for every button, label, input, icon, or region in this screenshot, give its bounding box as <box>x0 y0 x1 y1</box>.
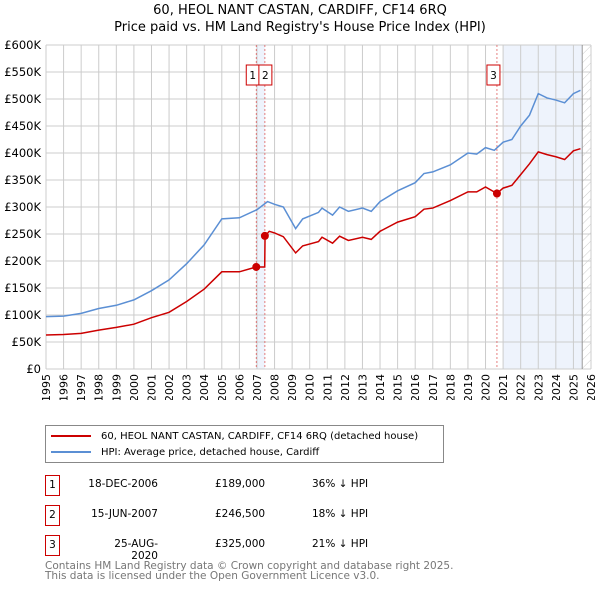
x-tick-label: 2002 <box>163 374 176 400</box>
y-tick-label: £500K <box>4 92 41 106</box>
x-tick-label: 2024 <box>550 374 563 400</box>
x-tick-label: 2001 <box>145 374 158 400</box>
y-tick-label: £600K <box>4 38 41 52</box>
y-tick-label: £250K <box>4 227 41 241</box>
chart-subtitle: Price paid vs. HM Land Registry's House … <box>114 20 486 35</box>
transaction-point <box>252 262 261 271</box>
x-tick-label: 1995 <box>40 374 53 400</box>
x-tick-label: 2014 <box>374 374 387 400</box>
transaction-date: 15-JUN-2007 <box>91 508 158 520</box>
x-tick-label: 1998 <box>93 374 106 400</box>
x-tick-label: 2017 <box>427 374 440 400</box>
transaction-label: 3 <box>490 70 497 82</box>
x-tick-label: 2018 <box>444 374 457 400</box>
x-tick-label: 2008 <box>269 374 282 400</box>
y-tick-label: £100K <box>4 308 41 322</box>
x-tick-label: 2013 <box>356 374 369 400</box>
transaction-label: 1 <box>249 70 256 82</box>
legend-label-property: 60, HEOL NANT CASTAN, CARDIFF, CF14 6RQ … <box>101 430 419 442</box>
transaction-point <box>260 231 269 240</box>
x-tick-label: 2019 <box>462 374 475 400</box>
x-tick-label: 2015 <box>392 374 405 400</box>
x-tick-label: 2003 <box>181 374 194 400</box>
transaction-date: 18-DEC-2006 <box>88 478 158 490</box>
transaction-hpi-diff: 18% ↓ HPI <box>312 508 369 520</box>
y-tick-label: £150K <box>4 281 41 295</box>
y-tick-label: £0 <box>26 362 41 376</box>
y-tick-label: £550K <box>4 65 41 79</box>
footer-copyright: Contains HM Land Registry data © Crown c… <box>45 560 454 572</box>
x-tick-label: 2010 <box>304 374 317 400</box>
price-paid-line <box>45 147 581 336</box>
legend-swatch-red <box>51 435 91 437</box>
x-tick-label: 2000 <box>128 374 141 400</box>
transaction-price: £189,000 <box>215 478 266 490</box>
plot-area: 1995 1996 1997 1998 1999 2000 2001 2002 2003 2004… <box>4 38 598 400</box>
x-tick-label: 2016 <box>409 374 422 400</box>
transaction-point <box>492 189 501 198</box>
x-tick-label: 2025 <box>567 374 580 400</box>
transaction-label-box <box>258 64 273 86</box>
transaction-label: 2 <box>262 70 269 82</box>
transaction-hpi-diff: 36% ↓ HPI <box>312 478 369 490</box>
legend-item-hpi: HPI: Average price, detached house, Card… <box>51 445 319 459</box>
x-tick-label: 2005 <box>216 374 229 400</box>
x-tick-label: 2022 <box>515 374 528 400</box>
x-tick-label: 2012 <box>339 374 352 400</box>
footer-licence: This data is licensed under the Open Gov… <box>45 570 380 582</box>
transaction-label-box <box>486 64 501 86</box>
hpi-line <box>45 89 581 318</box>
transaction-row: 3 25-AUG-2020 £325,000 21% ↓ HPI <box>45 535 465 562</box>
y-tick-label: £400K <box>4 146 41 160</box>
transaction-price: £246,500 <box>215 508 266 520</box>
x-tick-label: 1996 <box>58 374 71 400</box>
y-tick-label: £50K <box>12 335 42 349</box>
x-tick-label: 2007 <box>251 374 264 400</box>
legend-item-property: 60, HEOL NANT CASTAN, CARDIFF, CF14 6RQ … <box>51 429 418 443</box>
y-tick-label: £200K <box>4 254 41 268</box>
transaction-hpi-diff: 21% ↓ HPI <box>312 538 369 550</box>
x-tick-label: 2011 <box>321 374 334 400</box>
x-tick-label: 2021 <box>497 374 510 400</box>
transaction-number-badge: 1 <box>45 475 60 496</box>
x-tick-label: 2026 <box>585 374 598 400</box>
y-tick-label: £450K <box>4 119 41 133</box>
legend-label-hpi: HPI: Average price, detached house, Card… <box>101 446 320 458</box>
transaction-row: 2 15-JUN-2007 £246,500 18% ↓ HPI <box>45 505 465 526</box>
y-tick-label: £300K <box>4 200 41 214</box>
transaction-row: 1 18-DEC-2006 £189,000 36% ↓ HPI <box>45 475 465 496</box>
transaction-number-badge: 3 <box>45 535 60 556</box>
x-tick-label: 1999 <box>110 374 123 400</box>
x-tick-label: 2023 <box>532 374 545 400</box>
legend: 60, HEOL NANT CASTAN, CARDIFF, CF14 6RQ … <box>45 425 444 463</box>
x-tick-label: 2006 <box>233 374 246 400</box>
x-tick-label: 2009 <box>286 374 299 400</box>
x-tick-label: 2004 <box>198 374 211 400</box>
transaction-date: 25-AUG-2020 <box>114 538 158 562</box>
chart-title: 60, HEOL NANT CASTAN, CARDIFF, CF14 6RQ <box>153 3 447 18</box>
transaction-price: £325,000 <box>215 538 266 550</box>
x-tick-label: 1997 <box>75 374 88 400</box>
legend-swatch-blue <box>51 451 91 453</box>
y-tick-label: £350K <box>4 173 41 187</box>
x-tick-label: 2020 <box>480 374 493 400</box>
transaction-number-badge: 2 <box>45 505 60 526</box>
